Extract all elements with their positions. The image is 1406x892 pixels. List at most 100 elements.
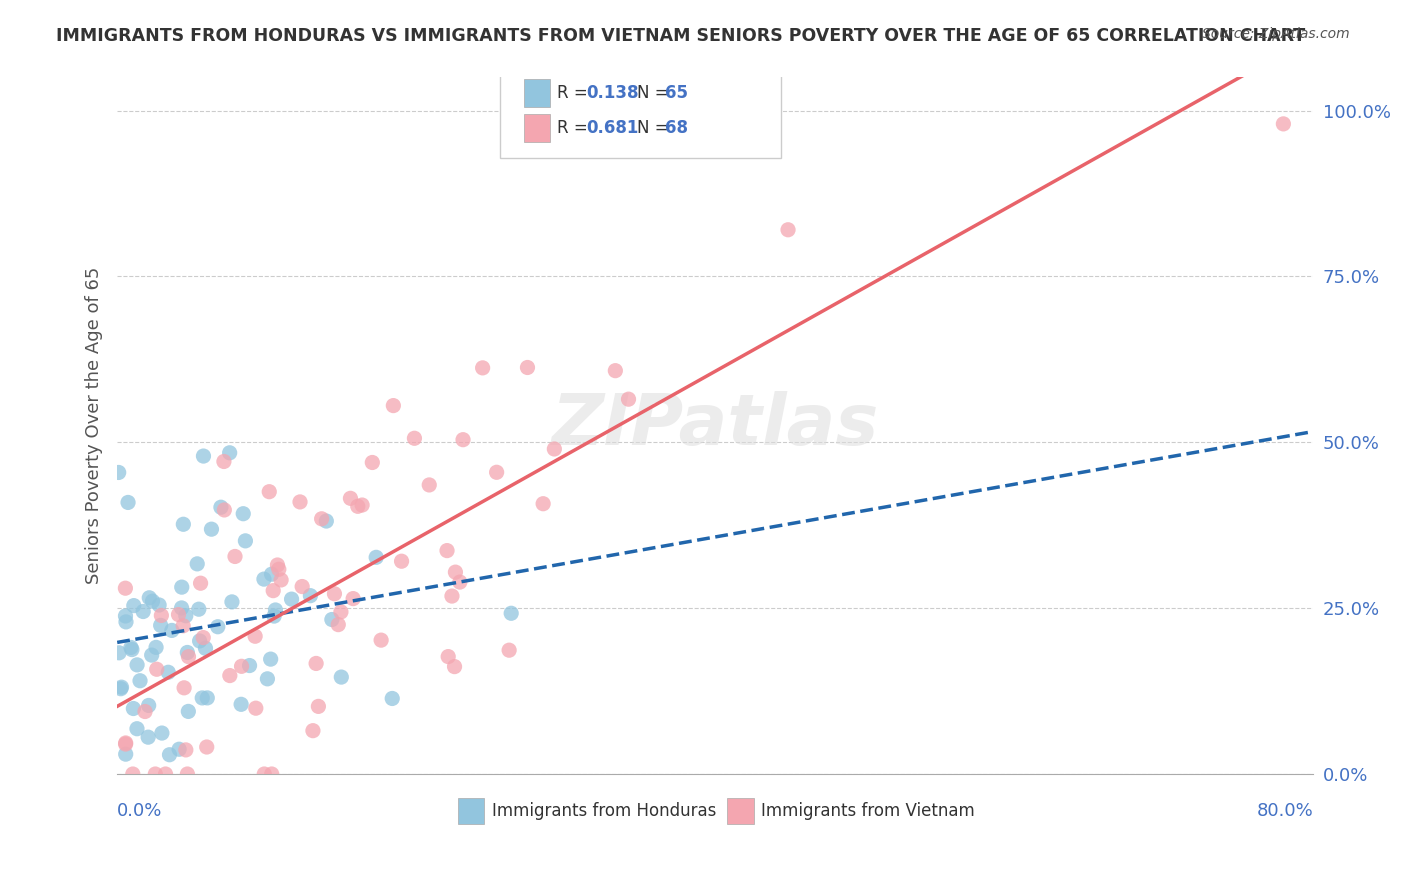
- Point: [366, 550, 388, 565]
- Text: 80.0%: 80.0%: [1257, 802, 1313, 820]
- Point: [121, 642, 143, 657]
- Point: [288, 495, 311, 509]
- Point: [605, 364, 627, 378]
- Point: [321, 613, 343, 627]
- Point: [195, 690, 218, 705]
- Point: [114, 737, 136, 751]
- Point: [305, 657, 328, 671]
- Text: IMMIGRANTS FROM HONDURAS VS IMMIGRANTS FROM VIETNAM SENIORS POVERTY OVER THE AGE: IMMIGRANTS FROM HONDURAS VS IMMIGRANTS F…: [56, 27, 1306, 45]
- Point: [307, 699, 329, 714]
- Point: [221, 595, 243, 609]
- Point: [122, 701, 145, 715]
- Point: [155, 767, 177, 781]
- Text: R =: R =: [557, 119, 593, 136]
- Text: N =: N =: [637, 119, 675, 136]
- Point: [145, 662, 167, 676]
- Point: [232, 507, 254, 521]
- Point: [253, 767, 276, 781]
- Point: [229, 698, 252, 712]
- Point: [191, 690, 214, 705]
- Point: [167, 742, 190, 756]
- Point: [173, 681, 195, 695]
- Text: 0.681: 0.681: [586, 119, 638, 136]
- Point: [444, 565, 467, 579]
- Point: [114, 747, 136, 761]
- Point: [136, 730, 159, 744]
- Point: [108, 646, 131, 660]
- Point: [245, 701, 267, 715]
- Point: [404, 431, 426, 445]
- Point: [329, 605, 352, 619]
- Point: [516, 360, 538, 375]
- Point: [193, 631, 215, 645]
- Point: [218, 668, 240, 682]
- Point: [214, 503, 236, 517]
- Point: [186, 557, 208, 571]
- Point: [361, 455, 384, 469]
- Point: [177, 649, 200, 664]
- Point: [122, 599, 145, 613]
- Text: Immigrants from Honduras: Immigrants from Honduras: [492, 802, 716, 820]
- Point: [110, 680, 132, 694]
- Point: [107, 466, 129, 480]
- Point: [352, 498, 374, 512]
- Point: [172, 517, 194, 532]
- Point: [231, 659, 253, 673]
- Point: [207, 620, 229, 634]
- Point: [125, 722, 148, 736]
- Point: [150, 608, 173, 623]
- Point: [129, 673, 152, 688]
- Point: [1272, 117, 1295, 131]
- Point: [187, 602, 209, 616]
- Text: Immigrants from Vietnam: Immigrants from Vietnam: [761, 802, 974, 820]
- Point: [172, 619, 194, 633]
- Point: [193, 449, 215, 463]
- Point: [115, 615, 138, 629]
- Point: [260, 567, 283, 582]
- Point: [143, 767, 166, 781]
- Point: [262, 583, 284, 598]
- Point: [291, 580, 314, 594]
- Point: [117, 495, 139, 509]
- Point: [235, 533, 257, 548]
- Point: [134, 705, 156, 719]
- Point: [436, 543, 458, 558]
- Point: [370, 633, 392, 648]
- Text: 68: 68: [665, 119, 688, 136]
- Point: [302, 723, 325, 738]
- Point: [138, 698, 160, 713]
- Point: [176, 767, 198, 781]
- Point: [212, 454, 235, 468]
- Point: [150, 726, 173, 740]
- Point: [177, 705, 200, 719]
- Point: [264, 603, 287, 617]
- Point: [270, 573, 292, 587]
- Point: [174, 608, 197, 623]
- Point: [339, 491, 361, 506]
- Point: [141, 594, 163, 608]
- Point: [260, 767, 283, 781]
- Point: [170, 601, 193, 615]
- Point: [328, 617, 350, 632]
- Point: [418, 478, 440, 492]
- Point: [224, 549, 246, 564]
- Point: [190, 576, 212, 591]
- Point: [114, 609, 136, 624]
- Point: [451, 433, 474, 447]
- Point: [323, 587, 346, 601]
- FancyBboxPatch shape: [524, 78, 550, 107]
- FancyBboxPatch shape: [524, 113, 550, 142]
- Point: [132, 605, 155, 619]
- Point: [174, 743, 197, 757]
- Point: [114, 581, 136, 595]
- Point: [440, 589, 463, 603]
- Point: [149, 618, 172, 632]
- Point: [176, 645, 198, 659]
- Point: [160, 624, 183, 638]
- Point: [471, 360, 494, 375]
- Point: [243, 629, 266, 643]
- Point: [114, 736, 136, 750]
- Point: [346, 500, 368, 514]
- Point: [110, 681, 132, 696]
- Point: [311, 512, 333, 526]
